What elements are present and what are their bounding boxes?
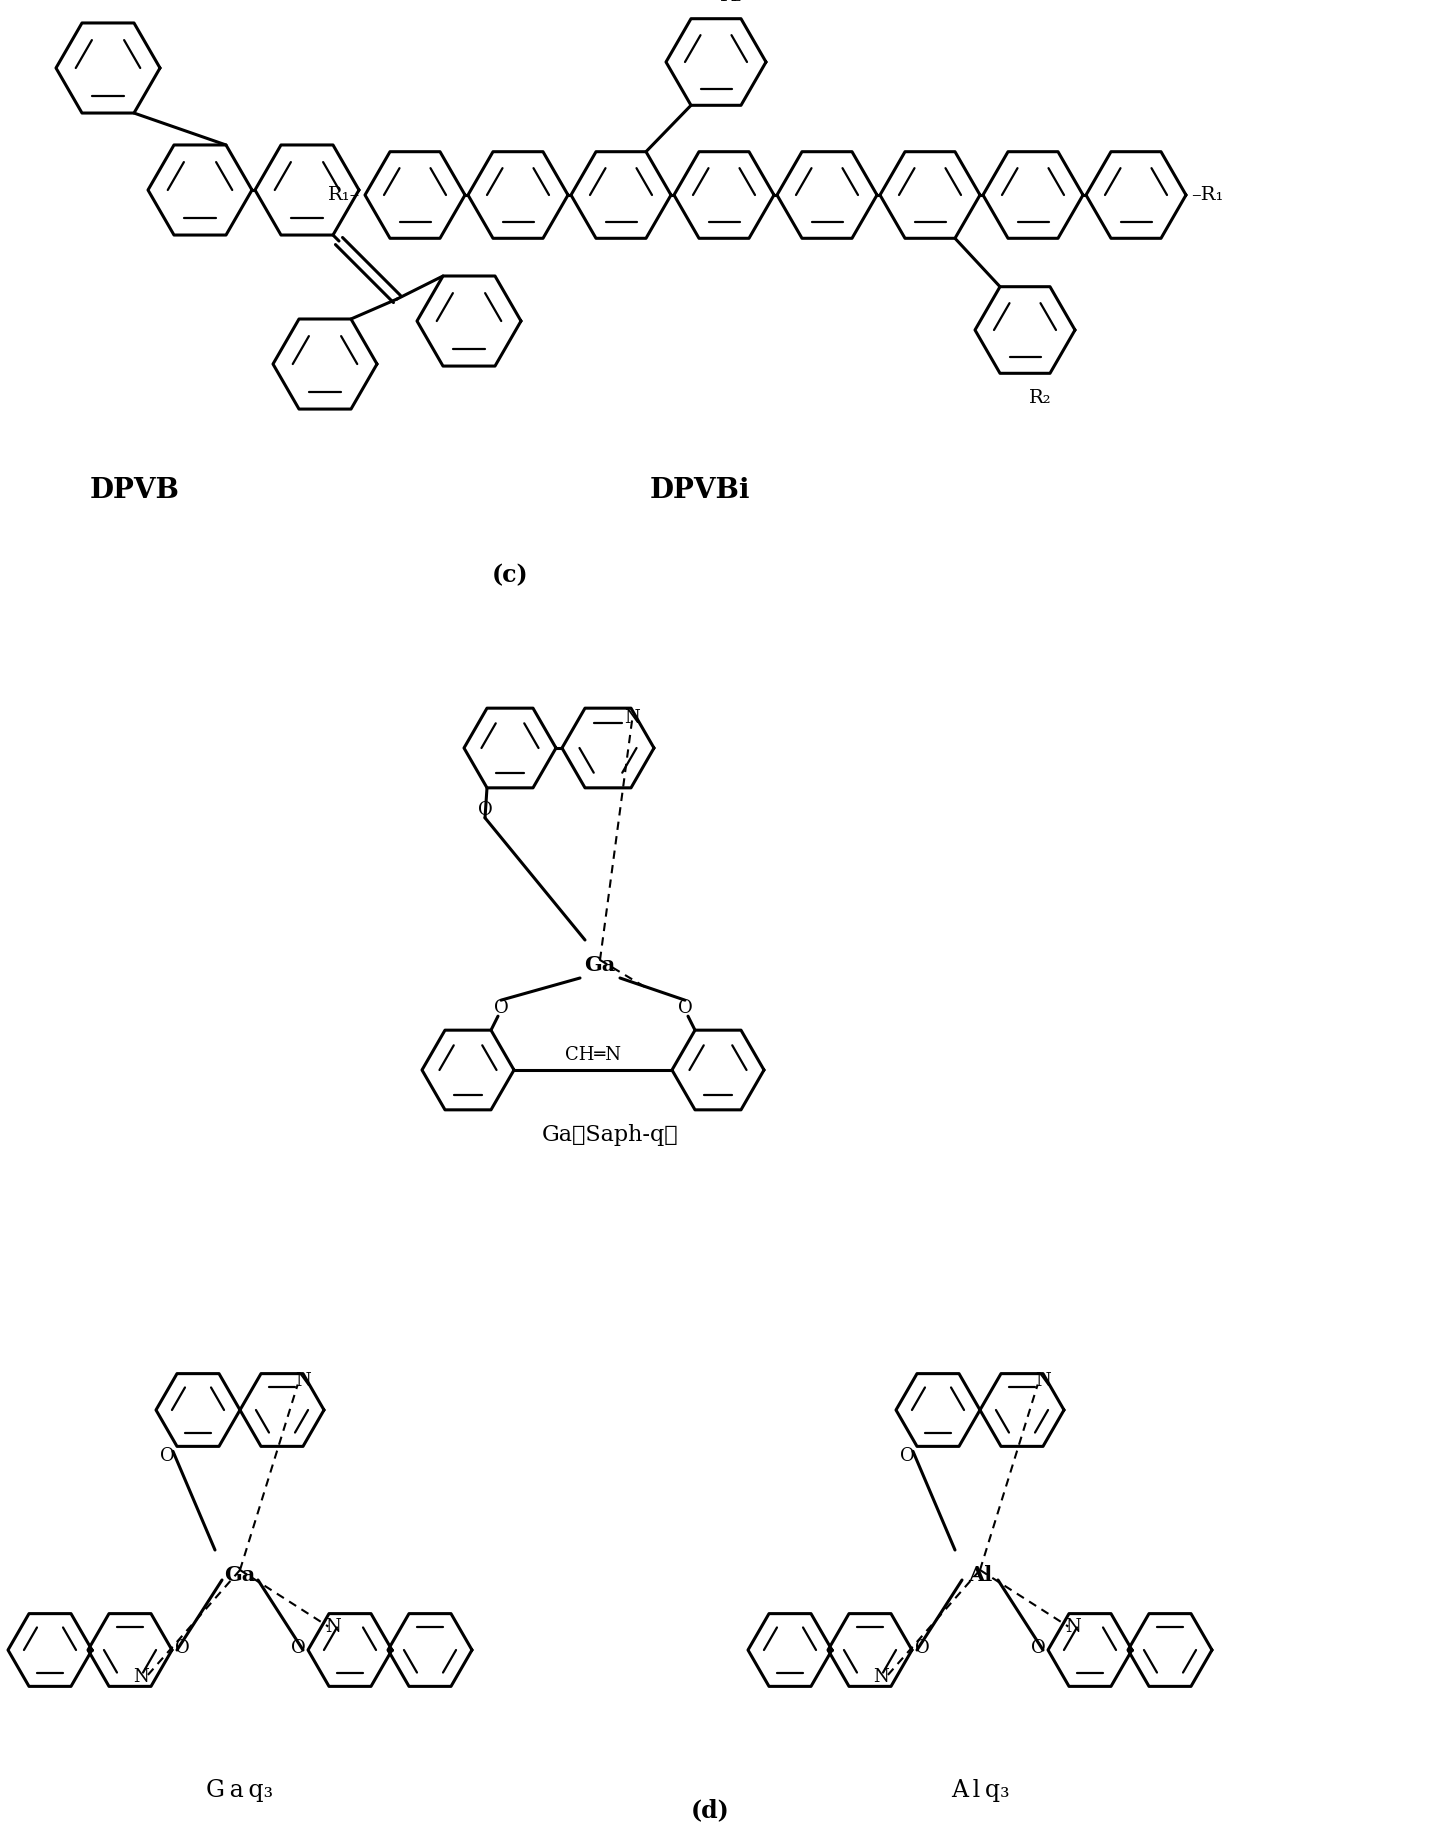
Text: Ga（Saph-q）: Ga（Saph-q）: [541, 1125, 678, 1147]
Text: N: N: [873, 1669, 889, 1687]
Text: (d): (d): [691, 1798, 729, 1821]
Text: CH═N: CH═N: [566, 1046, 620, 1064]
Text: A l q₃: A l q₃: [951, 1779, 1009, 1801]
Text: N: N: [294, 1371, 310, 1390]
Text: O: O: [290, 1639, 306, 1658]
Text: O: O: [478, 801, 492, 820]
Text: N: N: [326, 1617, 341, 1636]
Text: O: O: [899, 1447, 915, 1465]
Text: –R₁: –R₁: [1190, 186, 1224, 204]
Text: N: N: [133, 1669, 149, 1687]
Text: DPVBi: DPVBi: [649, 476, 750, 504]
Text: (c): (c): [492, 562, 528, 586]
Text: R₁–: R₁–: [328, 186, 359, 204]
Text: N: N: [1035, 1371, 1051, 1390]
Text: O: O: [175, 1639, 189, 1658]
Text: N: N: [625, 709, 641, 728]
Text: O: O: [160, 1447, 175, 1465]
Text: DPVB: DPVB: [89, 476, 180, 504]
Text: G a q₃: G a q₃: [206, 1779, 274, 1801]
Text: O: O: [915, 1639, 929, 1658]
Text: Ga: Ga: [224, 1564, 255, 1584]
Text: N: N: [1065, 1617, 1081, 1636]
Text: O: O: [494, 1000, 508, 1016]
Text: O: O: [678, 1000, 693, 1016]
Text: Al: Al: [968, 1564, 993, 1584]
Text: R₂: R₂: [720, 0, 742, 6]
Text: R₂: R₂: [1029, 390, 1052, 406]
Text: O: O: [1030, 1639, 1045, 1658]
Text: Ga: Ga: [584, 956, 616, 974]
